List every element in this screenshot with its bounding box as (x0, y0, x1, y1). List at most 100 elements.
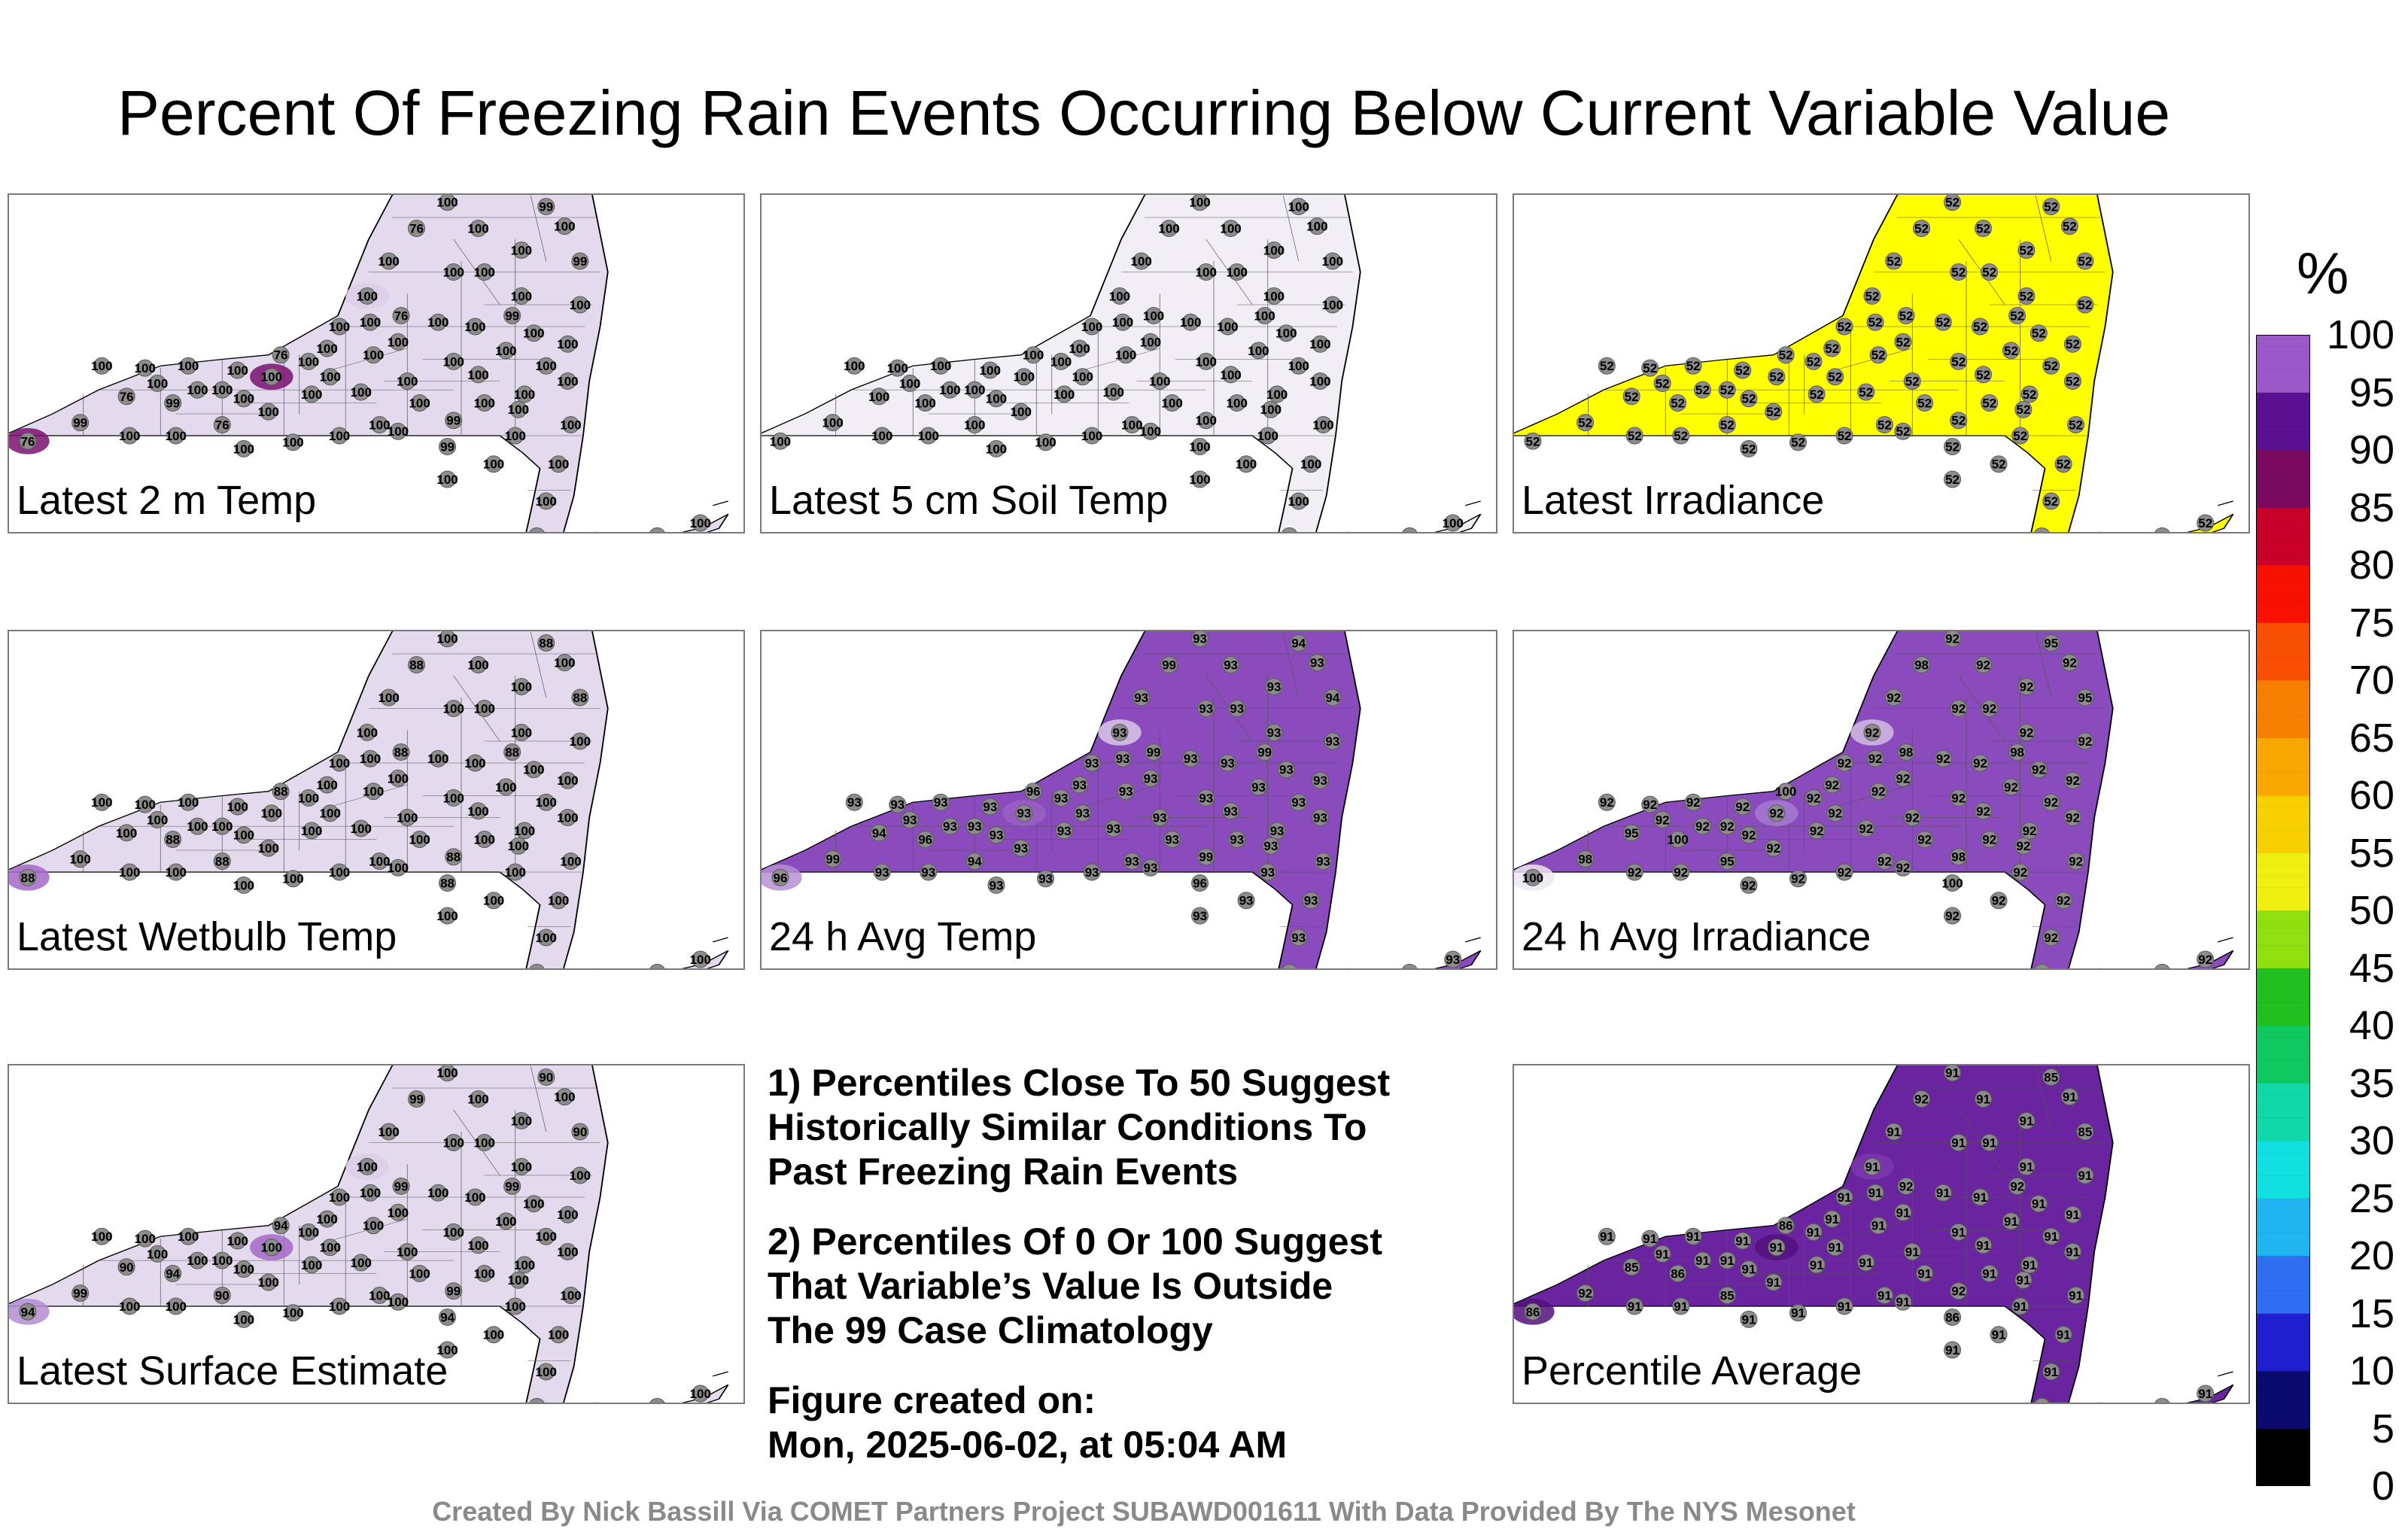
colorbar-band (2256, 599, 2310, 612)
station-marker (1015, 804, 1033, 822)
station-value: 52 (1828, 370, 1842, 385)
station-value: 91 (1769, 1241, 1783, 1255)
station-value: 52 (1868, 315, 1883, 330)
station-marker (1277, 324, 1295, 342)
station-marker (1740, 876, 1758, 894)
station-value: 52 (1741, 442, 1756, 456)
station-value: 91 (1791, 1306, 1805, 1321)
station-marker (1117, 783, 1135, 801)
station-value: 91 (1695, 1254, 1710, 1268)
station-marker (506, 427, 524, 445)
station-value: 100 (557, 1208, 578, 1222)
colorbar-tick-label: 50 (2349, 888, 2394, 933)
station-value: 100 (844, 359, 865, 373)
station-marker (1950, 789, 1968, 807)
station-value: 100 (1309, 375, 1330, 389)
station-marker (389, 769, 407, 787)
station-marker (1916, 831, 1934, 848)
station-marker (1228, 831, 1246, 848)
station-marker (411, 1265, 429, 1282)
station-value: 100 (899, 376, 920, 391)
station-value: 100 (646, 965, 667, 968)
station-marker (263, 1239, 281, 1257)
station-marker (1950, 848, 1968, 866)
station-marker (1114, 749, 1132, 768)
station-marker (1262, 400, 1280, 418)
station-marker (1249, 342, 1267, 360)
station-marker (1672, 427, 1690, 445)
station-value: 100 (388, 335, 409, 349)
station-value: 92 (1951, 702, 1966, 716)
station-marker (1083, 863, 1101, 881)
station-value: 91 (1628, 1299, 1642, 1314)
station-value: 91 (1720, 1254, 1735, 1268)
station-marker (1111, 723, 1129, 741)
station-value: 100 (258, 1275, 279, 1290)
station-value: 100 (523, 763, 544, 777)
station-marker (1074, 804, 1092, 822)
colorbar-band (2256, 403, 2310, 416)
station-value: 100 (1196, 354, 1217, 369)
colorbar-band (2256, 829, 2310, 842)
station-value: 100 (329, 320, 350, 334)
station-value: 100 (178, 359, 199, 373)
colorbar-band (2256, 1209, 2310, 1222)
station-marker (389, 859, 407, 877)
station-value: 100 (1288, 494, 1309, 509)
station-marker (19, 868, 37, 886)
station-value: 100 (178, 1230, 199, 1244)
station-marker (537, 793, 555, 811)
station-value: 100 (378, 691, 399, 705)
station-value: 91 (1766, 1275, 1780, 1290)
station-value: 100 (464, 1190, 485, 1205)
station-value: 52 (2016, 403, 2030, 417)
station-value: 52 (2066, 337, 2080, 351)
station-marker (571, 1123, 589, 1141)
station-value: 52 (2019, 244, 2033, 258)
colorbar-band (2256, 357, 2310, 370)
station-marker (2042, 929, 2060, 947)
station-marker (1693, 1251, 1711, 1269)
station-marker (2067, 1287, 2085, 1304)
station-value: 93 (1112, 725, 1126, 740)
colorbar-tick-label: 0 (2371, 1464, 2394, 1509)
station-marker (1402, 527, 1418, 532)
station-marker (470, 1090, 488, 1108)
station-marker (1653, 810, 1671, 828)
station-value: 91 (1741, 1312, 1756, 1327)
station-marker (537, 1068, 555, 1086)
station-value: 93 (1221, 756, 1235, 771)
colorbar-band (2256, 807, 2310, 819)
station-marker (537, 492, 555, 510)
station-value: 52 (1525, 434, 1540, 448)
station-marker (1222, 802, 1240, 820)
colorbar-band (2256, 622, 2310, 635)
station-marker (965, 381, 984, 399)
station-value: 92 (2066, 811, 2080, 825)
station-value: 100 (298, 1225, 319, 1239)
station-marker (1083, 318, 1101, 336)
station-marker (1265, 242, 1283, 259)
station-value: 100 (258, 841, 279, 856)
ny-state-map: 7699769910010010010010010076100100100100… (9, 195, 729, 532)
station-marker (917, 394, 935, 412)
station-value: 100 (1081, 429, 1102, 443)
station-marker (1913, 1090, 1931, 1108)
station-marker (1971, 1188, 1989, 1206)
station-value: 100 (508, 1273, 529, 1287)
colorbar-tick-label: 20 (2349, 1233, 2394, 1278)
station-value: 100 (511, 1160, 532, 1174)
colorbar-tick-label: 55 (2349, 830, 2394, 876)
station-marker (429, 749, 447, 768)
station-marker (120, 1297, 138, 1315)
station-marker (2060, 217, 2078, 236)
station-value: 100 (147, 1247, 168, 1261)
station-marker (524, 761, 543, 779)
station-marker (1990, 1326, 2008, 1344)
station-marker (1197, 700, 1215, 717)
station-marker (2067, 853, 2085, 870)
station-marker (692, 514, 710, 532)
colorbar-band (2256, 726, 2310, 738)
station-value: 91 (1982, 1136, 1996, 1150)
station-marker (1669, 1265, 1687, 1282)
